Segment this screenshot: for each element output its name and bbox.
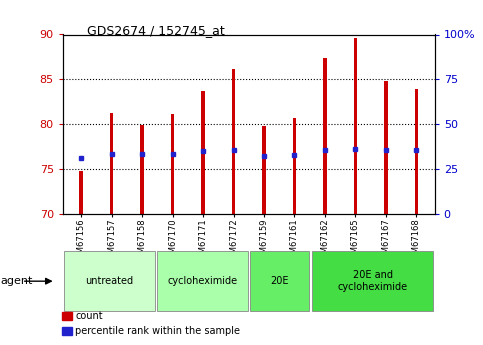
Text: untreated: untreated <box>85 276 133 286</box>
Bar <box>201 91 205 214</box>
Bar <box>170 114 174 214</box>
Bar <box>262 126 266 214</box>
Bar <box>384 81 388 214</box>
Bar <box>312 252 433 311</box>
Text: 20E: 20E <box>270 276 289 286</box>
Text: GDS2674 / 152745_at: GDS2674 / 152745_at <box>87 24 225 37</box>
Text: cycloheximide: cycloheximide <box>167 276 237 286</box>
Bar <box>140 125 144 214</box>
Bar <box>323 58 327 214</box>
Legend: count, percentile rank within the sample: count, percentile rank within the sample <box>58 307 244 340</box>
Bar <box>64 252 155 311</box>
Bar <box>293 118 296 214</box>
Bar <box>110 114 114 214</box>
Bar <box>79 171 83 214</box>
Text: agent: agent <box>0 276 32 286</box>
Bar <box>414 89 418 214</box>
Bar <box>250 252 310 311</box>
Text: 20E and
cycloheximide: 20E and cycloheximide <box>338 270 408 292</box>
Bar <box>157 252 247 311</box>
Bar <box>354 38 357 214</box>
Bar <box>232 69 235 214</box>
